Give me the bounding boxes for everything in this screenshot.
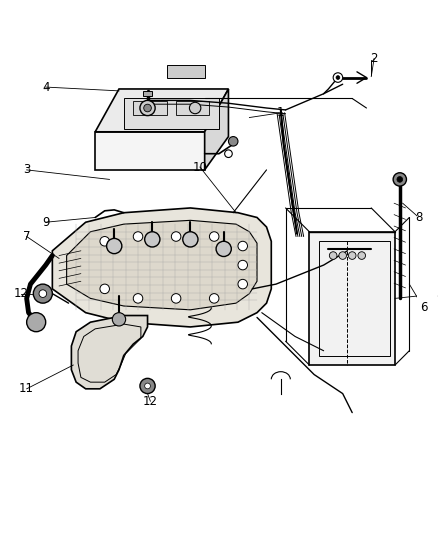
Circle shape <box>209 232 219 241</box>
Circle shape <box>225 150 232 158</box>
Polygon shape <box>71 316 148 389</box>
Polygon shape <box>95 89 229 132</box>
Circle shape <box>238 260 247 270</box>
Polygon shape <box>67 220 257 310</box>
Polygon shape <box>53 208 271 327</box>
Circle shape <box>106 238 122 254</box>
Circle shape <box>27 313 46 332</box>
Text: 7: 7 <box>23 230 30 243</box>
Text: 11: 11 <box>19 382 34 395</box>
Circle shape <box>133 294 143 303</box>
Circle shape <box>209 294 219 303</box>
Polygon shape <box>176 101 209 115</box>
Circle shape <box>145 232 160 247</box>
Circle shape <box>393 173 406 186</box>
Polygon shape <box>133 101 166 115</box>
Circle shape <box>145 383 150 389</box>
Text: 2: 2 <box>371 52 378 65</box>
Circle shape <box>100 284 110 294</box>
Circle shape <box>397 176 403 182</box>
Polygon shape <box>124 99 219 129</box>
Text: 4: 4 <box>42 80 49 94</box>
Circle shape <box>238 279 247 289</box>
Circle shape <box>229 136 238 146</box>
Circle shape <box>100 237 110 246</box>
Polygon shape <box>205 89 229 170</box>
Text: 10: 10 <box>192 160 207 174</box>
Circle shape <box>140 378 155 393</box>
Polygon shape <box>309 232 395 365</box>
Circle shape <box>348 252 356 260</box>
Polygon shape <box>166 65 205 77</box>
Text: 1: 1 <box>277 106 285 119</box>
Circle shape <box>216 241 231 256</box>
Circle shape <box>358 252 366 260</box>
Circle shape <box>189 102 201 114</box>
Circle shape <box>171 232 181 241</box>
Circle shape <box>33 284 53 303</box>
Text: 5: 5 <box>436 287 438 300</box>
Circle shape <box>39 290 46 297</box>
Circle shape <box>336 76 340 79</box>
Text: 12: 12 <box>14 287 28 300</box>
Text: 8: 8 <box>415 211 423 224</box>
Polygon shape <box>95 132 205 170</box>
Circle shape <box>183 232 198 247</box>
Text: 12: 12 <box>143 395 158 408</box>
Circle shape <box>171 294 181 303</box>
Circle shape <box>133 232 143 241</box>
Circle shape <box>238 241 247 251</box>
Text: 6: 6 <box>420 301 427 314</box>
Polygon shape <box>143 91 152 95</box>
Text: 9: 9 <box>42 216 49 229</box>
Circle shape <box>112 313 126 326</box>
Circle shape <box>329 252 337 260</box>
Text: 3: 3 <box>23 164 30 176</box>
Circle shape <box>144 104 152 112</box>
Circle shape <box>140 100 155 116</box>
Circle shape <box>333 73 343 82</box>
Circle shape <box>339 252 346 260</box>
